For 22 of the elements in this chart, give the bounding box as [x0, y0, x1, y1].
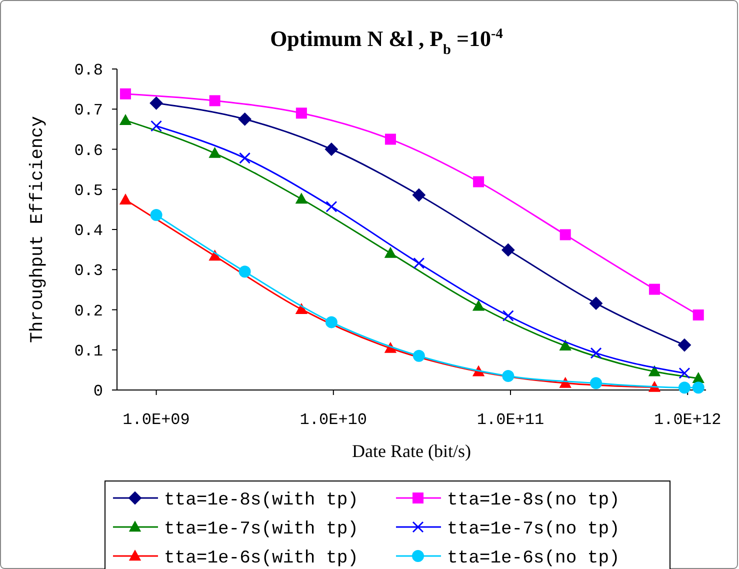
y-tick-label: 0.5	[74, 182, 103, 200]
y-tick-label: 0.7	[74, 102, 103, 120]
legend-label: tta=1e-7s(no tp)	[447, 519, 620, 540]
x-tick-label: 1.0E+12	[654, 411, 722, 429]
y-tick-label: 0.8	[74, 62, 103, 80]
legend-label: tta=1e-8s(no tp)	[447, 490, 620, 510]
y-tick-label: 0.3	[74, 262, 103, 280]
chart-title: Optimum N &l , P$_{b}$ =10$^{-4}$	[270, 26, 503, 58]
x-tick-label: 1.0E+10	[300, 411, 368, 429]
y-tick-label: 0.4	[74, 222, 103, 240]
x-tick-label: 1.0E+11	[476, 411, 544, 429]
y-tick-label: 0.6	[74, 142, 103, 160]
y-axis-title: Throughput Efficiency	[28, 116, 48, 343]
y-tick-label: 0.2	[74, 302, 103, 320]
y-tick-label: 0.1	[74, 342, 103, 360]
legend-label: tta=1e-6s(no tp)	[447, 548, 620, 568]
legend-label: tta=1e-6s(with tp)	[164, 548, 358, 568]
legend-label: tta=1e-8s(with tp)	[164, 490, 358, 510]
legend-label: tta=1e-7s(with tp)	[164, 519, 358, 540]
x-tick-label: 1.0E+09	[122, 411, 190, 429]
x-axis-title: Date Rate (bit/s)	[352, 441, 471, 461]
y-tick-label: 0	[93, 382, 103, 401]
